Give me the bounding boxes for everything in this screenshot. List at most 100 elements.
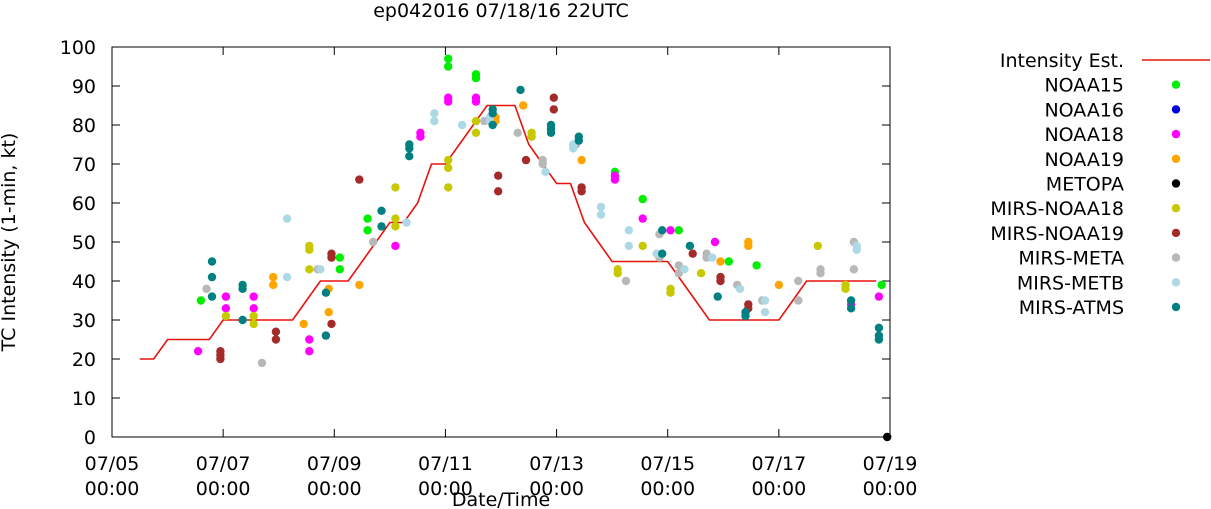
point-mirs-atms xyxy=(658,249,667,258)
point-mirs-atms xyxy=(713,292,722,301)
x-tick-time: 00:00 xyxy=(307,478,362,500)
point-mirs-noaa18 xyxy=(305,265,314,274)
point-mirs-noaa19 xyxy=(216,354,225,364)
point-mirs-metb xyxy=(760,296,770,305)
point-mirs-atms xyxy=(846,296,856,305)
point-mirs-atms xyxy=(238,315,247,325)
point-mirs-meta xyxy=(621,276,631,286)
point-noaa15 xyxy=(674,226,683,235)
point-mirs-noaa18 xyxy=(666,288,675,297)
x-tick-time: 00:00 xyxy=(863,478,918,500)
legend-label: MIRS-NOAA19 xyxy=(990,223,1124,245)
legend-label: MIRS-META xyxy=(1018,248,1124,270)
intensity-estimate-line xyxy=(139,104,877,360)
point-mirs-noaa19 xyxy=(271,335,281,344)
point-mirs-noaa19 xyxy=(271,327,281,336)
point-noaa18 xyxy=(249,292,258,301)
point-mirs-noaa18 xyxy=(391,214,400,223)
point-mirs-meta xyxy=(369,237,378,247)
point-mirs-metb xyxy=(624,226,633,235)
point-noaa15 xyxy=(363,214,372,223)
point-mirs-metb xyxy=(735,284,745,293)
legend-marker xyxy=(1171,179,1181,188)
point-mirs-noaa19 xyxy=(494,171,503,180)
point-mirs-metb xyxy=(457,120,467,130)
point-mirs-atms xyxy=(405,152,414,161)
y-tick-label: 100 xyxy=(60,37,96,59)
point-mirs-meta xyxy=(538,159,547,169)
x-axis-label: Date/Time xyxy=(452,489,550,509)
legend-label: Intensity Est. xyxy=(1000,50,1124,72)
y-tick-label: 50 xyxy=(72,232,96,254)
point-mirs-atms xyxy=(321,288,331,297)
point-noaa15 xyxy=(196,296,206,305)
x-tick-date: 07/11 xyxy=(418,453,473,475)
point-mirs-noaa18 xyxy=(305,245,314,254)
point-noaa18 xyxy=(444,97,453,106)
point-mirs-atms xyxy=(321,331,331,340)
y-axis: 0 10 20 30 40 50 60 70 80 90 100 xyxy=(60,37,890,449)
x-tick-time: 00:00 xyxy=(529,478,584,500)
point-noaa18 xyxy=(391,241,400,251)
legend-marker xyxy=(1171,302,1181,312)
y-tick-label: 90 xyxy=(72,76,96,98)
point-mirs-metb xyxy=(596,202,606,212)
point-noaa19 xyxy=(269,272,278,282)
point-mirs-metb xyxy=(680,265,689,274)
point-mirs-noaa19 xyxy=(549,105,558,114)
point-mirs-atms xyxy=(546,128,556,137)
points-layer xyxy=(193,54,892,442)
point-mirs-atms xyxy=(488,120,497,130)
point-mirs-noaa19 xyxy=(716,276,725,286)
y-axis-label: TC Intensity (1-min, kt) xyxy=(0,133,20,353)
point-mirs-noaa19 xyxy=(327,253,336,262)
x-tick-time: 00:00 xyxy=(85,478,140,500)
point-mirs-noaa18 xyxy=(249,311,258,321)
point-mirs-metb xyxy=(708,253,717,262)
point-noaa19 xyxy=(774,280,784,290)
point-noaa18 xyxy=(874,292,884,301)
point-mirs-atms xyxy=(488,109,497,118)
point-mirs-metb xyxy=(541,167,550,176)
x-tick-time: 00:00 xyxy=(751,478,806,500)
point-mirs-metb xyxy=(402,218,411,227)
chart-title: ep042016 07/18/16 22UTC xyxy=(373,0,629,22)
point-noaa19 xyxy=(519,101,528,110)
y-tick-label: 0 xyxy=(84,427,96,449)
point-mirs-atms xyxy=(207,272,217,282)
point-noaa18 xyxy=(638,214,647,223)
legend-marker xyxy=(1171,204,1181,213)
point-mirs-atms xyxy=(846,304,856,313)
y-tick-label: 80 xyxy=(72,115,96,137)
point-mirs-atms xyxy=(574,136,583,145)
point-metopa xyxy=(883,432,892,442)
point-noaa19 xyxy=(577,155,586,165)
point-mirs-metb xyxy=(569,144,578,153)
point-mirs-atms xyxy=(741,311,750,321)
point-noaa19 xyxy=(355,280,364,290)
point-mirs-meta xyxy=(816,269,825,278)
point-noaa15 xyxy=(752,261,761,270)
point-noaa18 xyxy=(221,304,231,313)
legend-label: NOAA19 xyxy=(1044,149,1124,171)
point-noaa18 xyxy=(305,335,314,344)
point-mirs-noaa19 xyxy=(549,93,558,102)
x-tick-date: 07/15 xyxy=(640,453,695,475)
y-tick-label: 70 xyxy=(72,154,96,176)
point-noaa18 xyxy=(221,292,231,301)
point-noaa15 xyxy=(724,257,733,266)
legend-marker xyxy=(1171,105,1181,114)
legend-label: METOPA xyxy=(1046,174,1124,196)
point-mirs-metb xyxy=(852,245,861,254)
point-mirs-noaa18 xyxy=(638,241,647,251)
point-noaa15 xyxy=(471,74,481,83)
point-mirs-atms xyxy=(405,144,414,153)
y-tick-label: 20 xyxy=(72,349,96,371)
point-noaa15 xyxy=(335,253,344,262)
point-noaa15 xyxy=(444,54,453,63)
x-axis: 07/05 00:00 07/07 00:00 07/09 00:00 07/11 00:00… xyxy=(85,47,918,500)
point-mirs-meta xyxy=(513,128,522,137)
x-tick-time: 00:00 xyxy=(418,478,473,500)
point-mirs-metb xyxy=(624,241,633,251)
point-mirs-noaa18 xyxy=(527,132,536,141)
